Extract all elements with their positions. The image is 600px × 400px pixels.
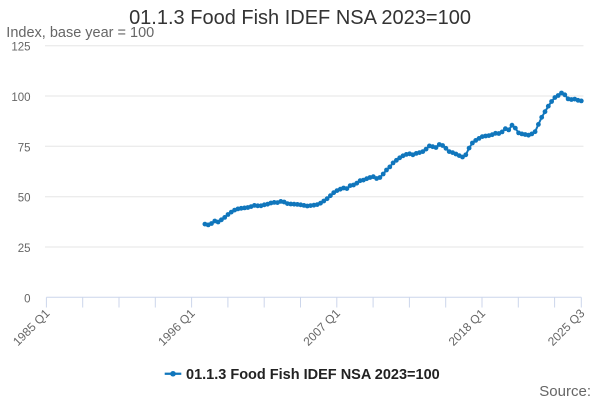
svg-text:Source:: Source: xyxy=(539,383,591,400)
svg-text:50: 50 xyxy=(18,193,31,205)
svg-text:Index, base year = 100: Index, base year = 100 xyxy=(6,25,154,41)
svg-text:01.1.3 Food Fish IDEF NSA 2023: 01.1.3 Food Fish IDEF NSA 2023=100 xyxy=(186,367,440,383)
svg-text:25: 25 xyxy=(18,243,31,255)
svg-text:01.1.3 Food Fish IDEF NSA 2023: 01.1.3 Food Fish IDEF NSA 2023=100 xyxy=(129,7,471,29)
svg-text:100: 100 xyxy=(11,92,30,104)
svg-text:0: 0 xyxy=(24,293,30,305)
svg-text:125: 125 xyxy=(11,42,30,54)
svg-text:75: 75 xyxy=(18,142,31,154)
